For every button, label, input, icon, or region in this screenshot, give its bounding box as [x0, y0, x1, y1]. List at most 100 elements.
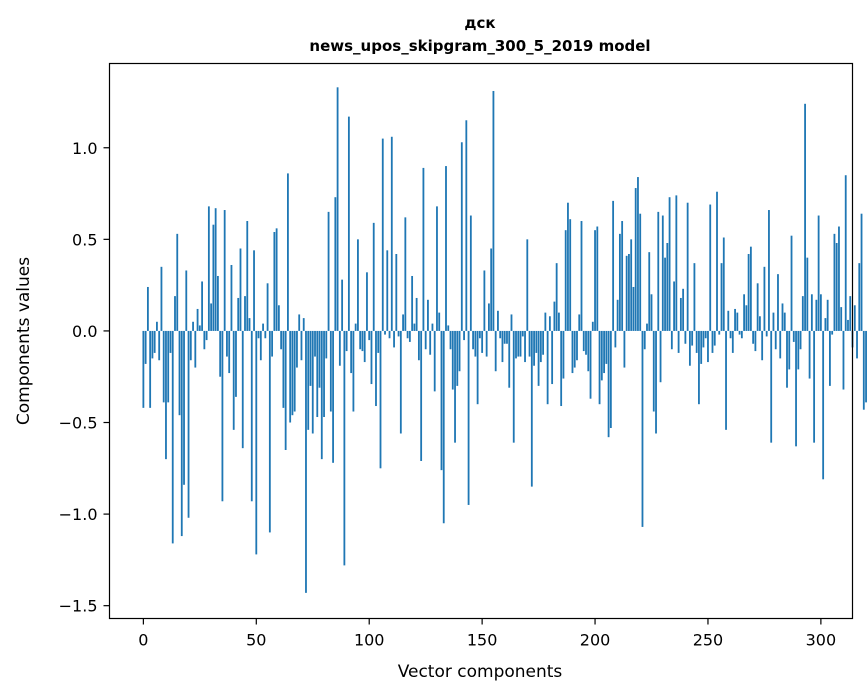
bar-239	[682, 288, 685, 331]
bar-116	[404, 217, 407, 331]
bar-101	[370, 330, 373, 385]
x-tick-label: 200	[580, 631, 611, 650]
bar-189	[569, 219, 572, 331]
bar-100	[368, 330, 371, 341]
bar-50	[255, 330, 258, 555]
bar-104	[377, 330, 380, 353]
bar-282	[779, 330, 782, 359]
bar-142	[463, 330, 465, 341]
bar-167	[519, 330, 522, 357]
bar-257	[722, 237, 725, 331]
y-axis: −1.5 −1.0 −0.5 0.0 0.5 1.0	[59, 139, 110, 616]
bar-4	[151, 330, 154, 359]
bar-276	[765, 330, 768, 337]
bar-197	[587, 330, 590, 372]
bar-210	[616, 299, 619, 331]
bar-273	[759, 316, 761, 331]
bar-91	[347, 116, 350, 331]
bar-148	[476, 330, 479, 405]
bar-251	[709, 204, 712, 331]
bar-107	[384, 330, 386, 335]
chart-subtitle: news_upos_skipgram_300_5_2019 model	[309, 37, 650, 55]
chart-title: дск	[464, 14, 495, 32]
bar-240	[684, 330, 687, 344]
bar-20	[187, 330, 190, 518]
bar-188	[567, 202, 569, 331]
bar-285	[786, 330, 788, 388]
bar-254	[716, 191, 718, 331]
bar-11	[167, 330, 170, 403]
bar-244	[693, 263, 696, 331]
bar-90	[345, 330, 348, 352]
bar-192	[576, 330, 578, 361]
bar-145	[469, 215, 472, 331]
bar-121	[415, 297, 418, 331]
bar-65	[289, 330, 292, 423]
bar-45	[244, 296, 246, 331]
bar-169	[524, 330, 526, 363]
bar-255	[718, 330, 721, 335]
bar-225	[650, 294, 653, 331]
bar-109	[388, 330, 391, 339]
bar-55	[266, 283, 269, 331]
bar-98	[363, 330, 366, 363]
bar-209	[614, 330, 617, 348]
bar-79	[320, 330, 323, 460]
bar-185	[560, 330, 563, 407]
bar-191	[573, 330, 576, 368]
plot-frame	[108, 62, 854, 620]
y-tick-label: −0.5	[59, 414, 98, 433]
bar-278	[770, 330, 773, 443]
bar-245	[695, 330, 698, 353]
bar-92	[350, 330, 353, 374]
bar-136	[449, 330, 452, 350]
bar-7	[158, 330, 161, 361]
bar-259	[727, 310, 730, 331]
bar-170	[526, 239, 529, 331]
bar-281	[777, 274, 779, 331]
bar-218	[634, 188, 637, 331]
bar-163	[510, 314, 513, 331]
x-axis-label: Vector components	[398, 662, 563, 682]
bar-182	[553, 301, 556, 331]
bar-289	[795, 330, 797, 447]
bar-74	[309, 330, 312, 386]
bar-140	[458, 330, 461, 372]
bar-89	[343, 330, 346, 566]
bar-76	[314, 330, 316, 357]
bar-137	[451, 330, 454, 390]
bar-120	[413, 323, 416, 331]
bar-293	[804, 103, 806, 331]
bar-82	[327, 211, 330, 331]
bar-302	[824, 318, 827, 331]
bar-40	[232, 330, 235, 430]
bar-6	[156, 321, 158, 331]
bar-128	[431, 323, 434, 331]
bar-35	[221, 330, 224, 502]
bar-208	[612, 200, 615, 331]
bar-21	[189, 330, 192, 361]
bar-301	[822, 330, 825, 480]
bar-123	[420, 330, 423, 461]
bar-134	[445, 166, 447, 331]
bar-181	[551, 330, 554, 385]
bar-143	[465, 120, 468, 331]
bar-262	[734, 308, 736, 331]
bar-147	[474, 330, 477, 357]
bar-30	[210, 303, 213, 331]
bar-46	[246, 221, 249, 331]
bar-52	[259, 330, 262, 361]
bar-153	[488, 303, 490, 331]
bar-164	[512, 330, 515, 443]
bar-264	[738, 330, 741, 335]
bar-207	[609, 330, 612, 429]
bar-111	[393, 330, 395, 348]
bar-41	[235, 330, 237, 397]
bar-299	[817, 215, 820, 331]
bar-3	[149, 330, 152, 408]
bar-124	[422, 167, 425, 331]
bar-313	[849, 296, 852, 331]
bar-166	[517, 330, 520, 357]
bar-222	[643, 330, 646, 350]
